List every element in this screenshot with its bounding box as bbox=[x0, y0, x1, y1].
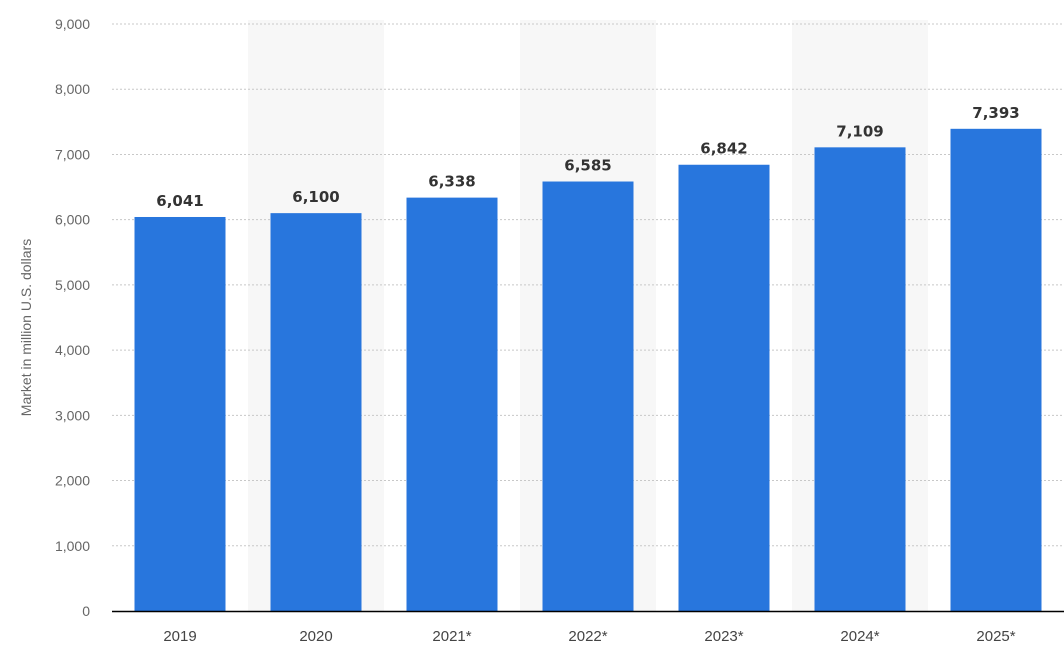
bar-2021*[interactable] bbox=[406, 197, 498, 611]
x-axis-ticks: 2019 2020 2021* 2022* 2023* 2024* 2025* bbox=[163, 628, 1015, 645]
y-tick-label: 1,000 bbox=[55, 538, 90, 554]
y-tick-label: 6,000 bbox=[55, 212, 90, 228]
x-tick-label: 2020 bbox=[299, 628, 332, 645]
bar-value-label: 6,338 bbox=[428, 173, 475, 191]
x-tick-label: 2021* bbox=[432, 628, 471, 645]
bar-value-label: 6,041 bbox=[156, 192, 203, 210]
y-tick-label: 3,000 bbox=[55, 407, 90, 423]
bar-value-labels: 6,041 6,100 6,338 6,585 6,842 7,109 7,393 bbox=[156, 104, 1019, 210]
bar-2024*[interactable] bbox=[814, 147, 906, 612]
y-tick-label: 9,000 bbox=[55, 16, 90, 32]
bar-value-label: 7,109 bbox=[836, 122, 883, 140]
bar-2019[interactable] bbox=[134, 216, 226, 611]
x-tick-label: 2023* bbox=[704, 628, 743, 645]
x-tick-label: 2019 bbox=[163, 628, 196, 645]
y-tick-label: 0 bbox=[82, 603, 90, 619]
y-tick-label: 5,000 bbox=[55, 277, 90, 293]
bar-2023*[interactable] bbox=[678, 164, 770, 611]
x-tick-label: 2022* bbox=[568, 628, 607, 645]
y-tick-label: 2,000 bbox=[55, 473, 90, 489]
bar-value-label: 6,585 bbox=[564, 157, 611, 175]
bar-2022*[interactable] bbox=[542, 181, 634, 612]
y-tick-label: 4,000 bbox=[55, 342, 90, 358]
bar-value-label: 6,842 bbox=[700, 140, 747, 158]
bar-2020[interactable] bbox=[270, 213, 362, 611]
y-axis-ticks: 0 1,000 2,000 3,000 4,000 5,000 6,000 7,000 8,00… bbox=[55, 16, 90, 619]
x-tick-label: 2025* bbox=[976, 628, 1015, 645]
bar-2025*[interactable] bbox=[950, 128, 1042, 611]
y-axis-title: Market in million U.S. dollars bbox=[18, 239, 34, 416]
y-tick-label: 7,000 bbox=[55, 146, 90, 162]
bar-series bbox=[134, 128, 1042, 612]
y-tick-label: 8,000 bbox=[55, 81, 90, 97]
x-tick-label: 2024* bbox=[840, 628, 879, 645]
bar-value-label: 6,100 bbox=[292, 188, 339, 206]
bar-value-label: 7,393 bbox=[972, 104, 1019, 122]
